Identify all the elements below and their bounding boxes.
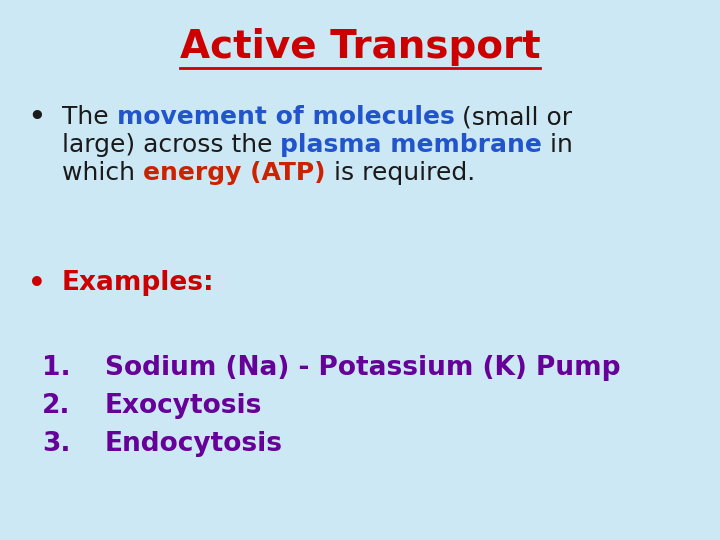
Text: Examples:: Examples:: [62, 270, 215, 296]
Text: plasma membrane: plasma membrane: [281, 133, 542, 157]
Text: energy (ATP): energy (ATP): [143, 161, 325, 185]
Text: 2.: 2.: [42, 393, 71, 419]
Text: 3.: 3.: [42, 431, 71, 457]
Text: is required.: is required.: [325, 161, 474, 185]
Text: movement of molecules: movement of molecules: [117, 105, 454, 129]
Text: (small or: (small or: [454, 105, 572, 129]
Text: large) across the: large) across the: [62, 133, 281, 157]
Text: •: •: [28, 270, 46, 298]
Text: Active Transport: Active Transport: [180, 28, 540, 66]
Text: 1.: 1.: [42, 355, 71, 381]
Text: Exocytosis: Exocytosis: [105, 393, 262, 419]
Text: which: which: [62, 161, 143, 185]
Text: The: The: [62, 105, 117, 129]
Text: •: •: [28, 105, 45, 131]
Text: Endocytosis: Endocytosis: [105, 431, 283, 457]
Text: Sodium (Na) - Potassium (K) Pump: Sodium (Na) - Potassium (K) Pump: [105, 355, 621, 381]
Text: in: in: [542, 133, 573, 157]
